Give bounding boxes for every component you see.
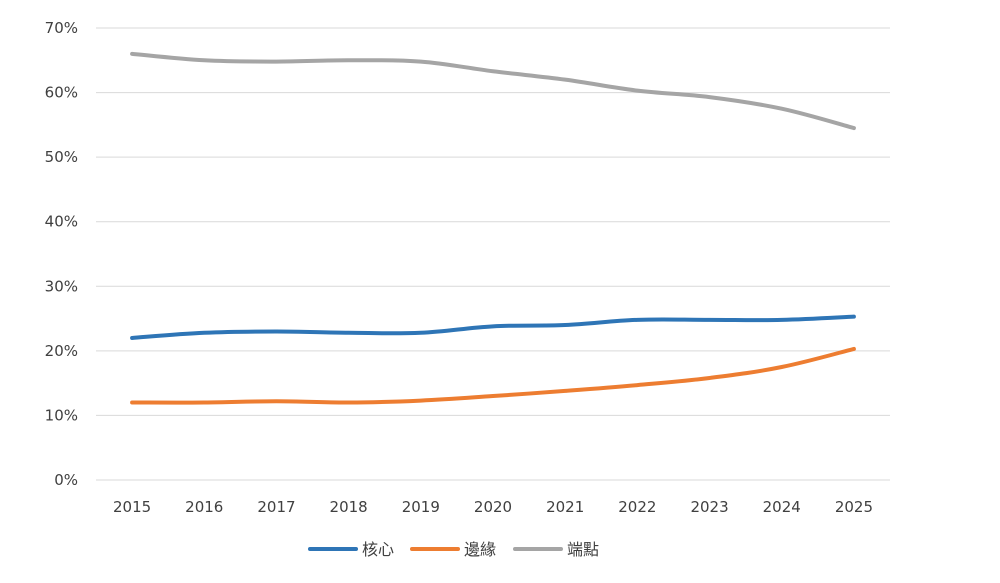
series-line-0: [130, 314, 856, 340]
x-tick-label: 2022: [618, 498, 656, 516]
grid-lines: [96, 27, 890, 481]
series-lines: [130, 51, 856, 405]
legend: 核心 邊緣 端點: [308, 540, 599, 559]
series-line-2: [130, 51, 856, 131]
legend-label: 邊緣: [464, 540, 496, 559]
x-tick-label: 2020: [474, 498, 512, 516]
x-axis-tick-labels: 2015 2016 2017 2018 2019 2020 2021 2022 2023 2024…: [113, 498, 873, 516]
y-tick-label: 10%: [45, 406, 78, 424]
y-tick-label: 70%: [45, 19, 78, 37]
y-axis-tick-labels: 0% 10% 20% 30% 40% 50% 60% 70%: [45, 19, 78, 489]
x-tick-label: 2024: [763, 498, 801, 516]
y-tick-label: 50%: [45, 148, 78, 166]
y-tick-label: 20%: [45, 342, 78, 360]
legend-label: 核心: [362, 540, 394, 559]
legend-label: 端點: [567, 540, 599, 559]
y-tick-label: 0%: [54, 471, 78, 489]
x-tick-label: 2023: [690, 498, 728, 516]
y-tick-label: 60%: [45, 84, 78, 102]
x-tick-label: 2017: [257, 498, 295, 516]
x-tick-label: 2018: [330, 498, 368, 516]
series-line-1: [130, 346, 856, 405]
x-tick-label: 2021: [546, 498, 584, 516]
x-tick-label: 2019: [402, 498, 440, 516]
y-tick-label: 30%: [45, 277, 78, 295]
x-tick-label: 2025: [835, 498, 873, 516]
x-tick-label: 2016: [185, 498, 223, 516]
y-tick-label: 40%: [45, 213, 78, 231]
x-tick-label: 2015: [113, 498, 151, 516]
